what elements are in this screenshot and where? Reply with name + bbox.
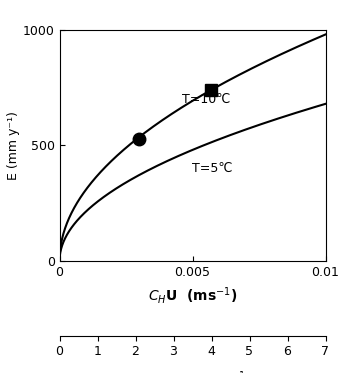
Y-axis label: E (mm y⁻¹): E (mm y⁻¹)	[7, 111, 20, 180]
Text: T=10℃: T=10℃	[182, 93, 230, 106]
X-axis label: 風速（ms⁻¹）  (ms$^{-1}$): 風速（ms⁻¹） (ms$^{-1}$)	[134, 370, 251, 373]
X-axis label: $C_H$U  (ms$^{-1}$): $C_H$U (ms$^{-1}$)	[148, 285, 237, 305]
Text: T=5℃: T=5℃	[193, 162, 233, 175]
